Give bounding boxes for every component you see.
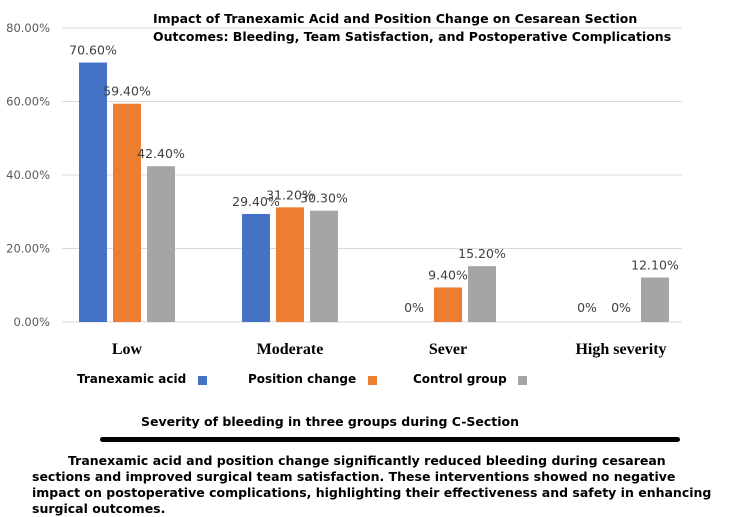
category-label: Low bbox=[112, 341, 143, 358]
data-label: 9.40% bbox=[428, 267, 468, 282]
y-tick-label: 80.00% bbox=[6, 21, 50, 35]
data-label: 31.20% bbox=[266, 187, 314, 202]
y-axis-ticks: 0.00% 20.00% 40.00% 60.00% 80.00% bbox=[6, 21, 50, 329]
data-label: 12.10% bbox=[631, 258, 679, 273]
legend-swatch-control bbox=[518, 376, 527, 385]
divider-line bbox=[100, 437, 680, 442]
bar bbox=[242, 213, 270, 322]
data-label: 29.40% bbox=[232, 194, 280, 209]
summary-caption: Tranexamic acid and position change sign… bbox=[32, 453, 712, 516]
bar bbox=[641, 277, 669, 322]
bar bbox=[310, 210, 338, 322]
data-label: 0% bbox=[404, 300, 424, 315]
bars bbox=[79, 62, 669, 323]
x-axis-title: Severity of bleeding in three groups dur… bbox=[141, 414, 520, 429]
legend-swatch-position bbox=[368, 376, 377, 385]
legend-swatch-tranexamic bbox=[198, 376, 207, 385]
data-label: 15.20% bbox=[458, 246, 506, 261]
data-labels: 70.60% 29.40% 0% 0% 59.40% 31.20% 9.40% 0% 42.40… bbox=[69, 43, 679, 315]
legend-label-position: Position change bbox=[248, 372, 357, 386]
bar bbox=[468, 266, 496, 322]
legend-label-tranexamic: Tranexamic acid bbox=[77, 372, 187, 386]
bar bbox=[113, 103, 141, 322]
y-tick-label: 20.00% bbox=[6, 242, 50, 256]
data-label: 42.40% bbox=[137, 146, 185, 161]
data-label: 0% bbox=[611, 300, 631, 315]
category-label: Sever bbox=[429, 341, 467, 358]
data-label: 70.60% bbox=[69, 43, 117, 58]
y-tick-label: 0.00% bbox=[13, 315, 50, 329]
bar bbox=[79, 62, 107, 323]
data-label: 0% bbox=[577, 300, 597, 315]
chart-title: Impact of Tranexamic Acid and Position C… bbox=[153, 11, 672, 44]
x-axis-categories: Low Moderate Sever High severity bbox=[112, 341, 667, 358]
y-tick-label: 40.00% bbox=[6, 168, 50, 182]
legend-label-control: Control group bbox=[413, 372, 507, 386]
data-label: 59.40% bbox=[103, 84, 151, 99]
bar bbox=[147, 166, 175, 322]
category-label: High severity bbox=[575, 341, 666, 358]
y-tick-label: 60.00% bbox=[6, 95, 50, 109]
bar bbox=[276, 207, 304, 322]
bar bbox=[434, 287, 462, 322]
data-label: 30.30% bbox=[300, 191, 348, 206]
category-label: Moderate bbox=[257, 341, 324, 358]
